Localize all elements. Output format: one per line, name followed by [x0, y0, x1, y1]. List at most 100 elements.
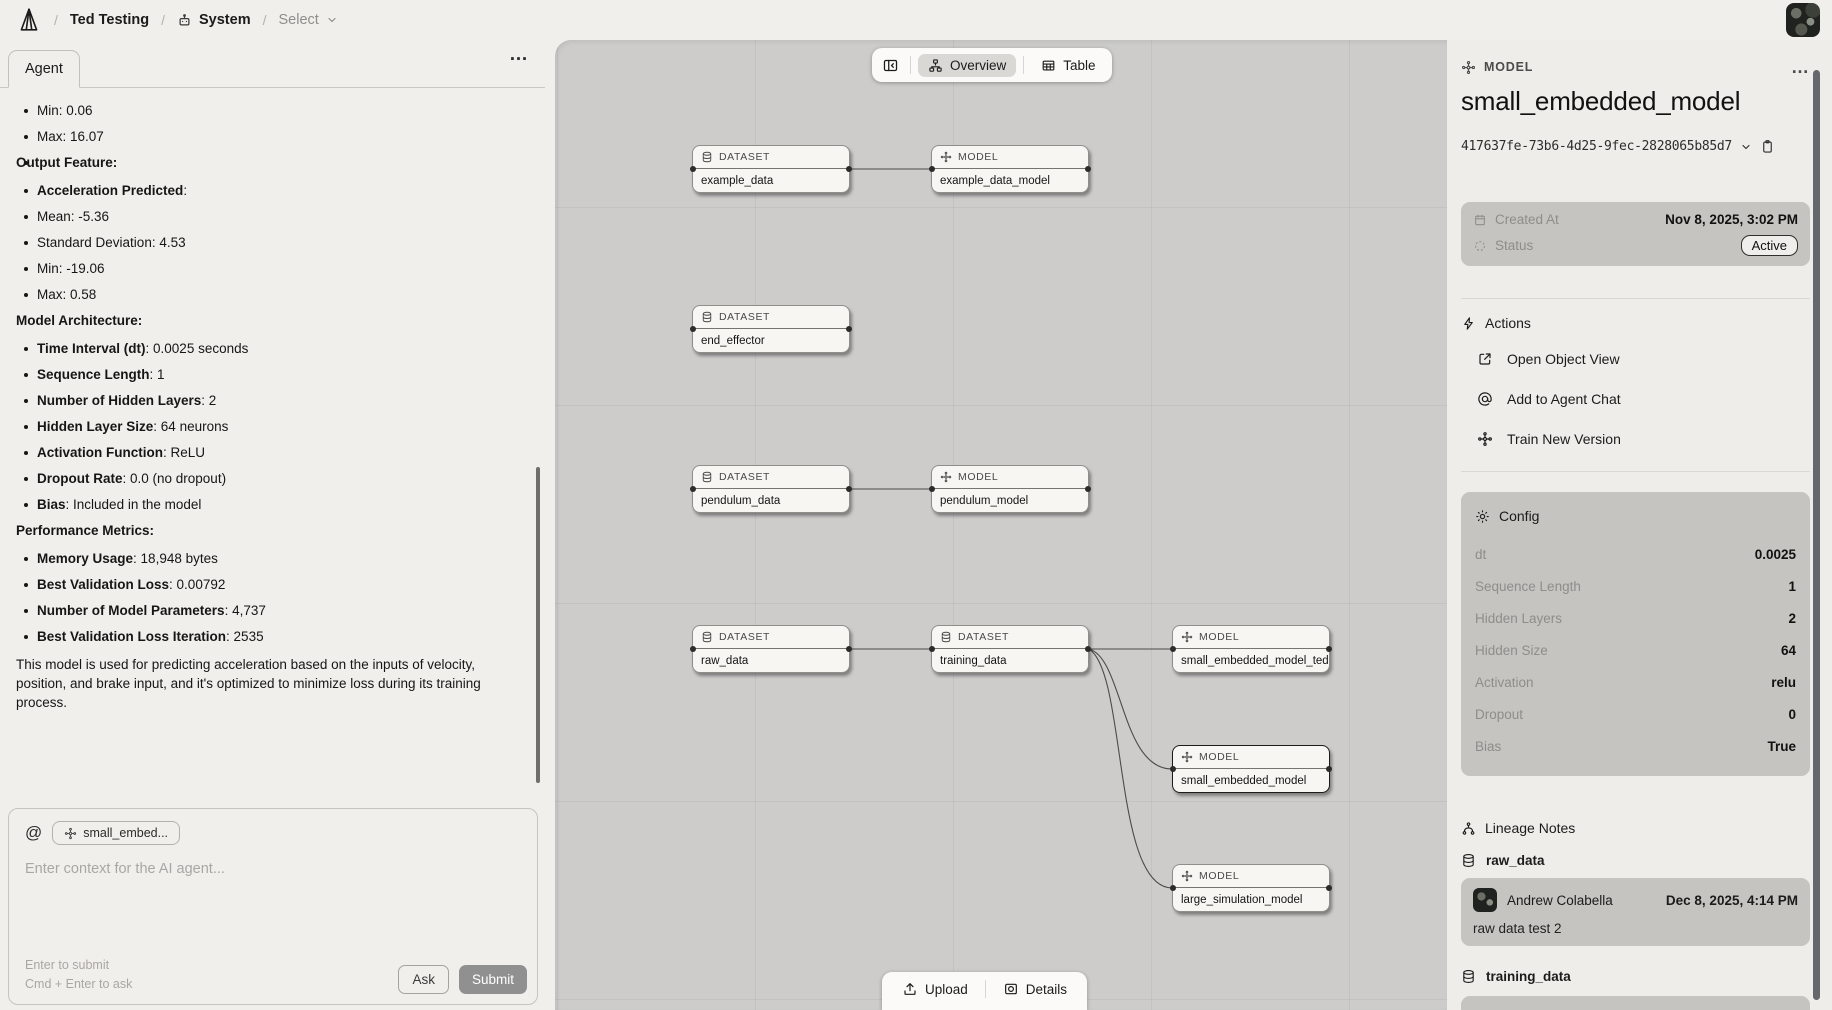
agent-text-item: Min: -19.06 — [16, 261, 519, 277]
model-icon — [1181, 631, 1193, 643]
action-train-new-version[interactable]: Train New Version — [1461, 419, 1810, 459]
agent-text-item: Bias: Included in the model — [16, 497, 519, 513]
graph-node[interactable]: MODEL small_embedded_model_ted — [1170, 625, 1332, 673]
object-meta-card: Created At Nov 8, 2025, 3:02 PM Status A… — [1461, 202, 1810, 266]
node-name-label: pendulum_data — [701, 494, 781, 507]
panel-collapse-icon — [883, 59, 898, 71]
action-open-object-view[interactable]: Open Object View — [1461, 339, 1810, 379]
breadcrumb-separator: / — [161, 12, 165, 28]
lineage-dataset-raw-data[interactable]: raw_data — [1461, 850, 1810, 870]
breadcrumb-workspace[interactable]: Ted Testing — [69, 12, 150, 28]
node-type-header: MODEL — [1173, 626, 1329, 649]
model-icon — [65, 827, 77, 839]
database-icon — [702, 631, 712, 643]
agent-text-item: Acceleration Predicted: — [16, 183, 519, 199]
graph-node[interactable]: DATASET example_data — [690, 145, 852, 193]
database-icon — [941, 631, 951, 643]
agent-panel: Agent … Min: 0.06 Max: 16.07 Output Feat… — [0, 40, 545, 1010]
node-type-label: MODEL — [958, 471, 999, 483]
gear-icon — [1476, 509, 1489, 523]
node-type-label: DATASET — [719, 311, 771, 323]
graph-nodes-layer: DATASET example_data MODEL example_data_… — [555, 40, 1447, 1010]
agent-text-item: Max: 0.58 — [16, 287, 519, 303]
config-row: Hidden Layers 2 — [1475, 610, 1796, 626]
database-icon — [1463, 969, 1474, 983]
agent-text-item: Number of Hidden Layers: 2 — [16, 393, 519, 409]
lineage-dataset-training-data[interactable]: training_data — [1461, 966, 1810, 986]
detail-panel-scrollbar[interactable] — [1813, 70, 1820, 1000]
created-at-value: Nov 8, 2025, 3:02 PM — [1665, 212, 1798, 227]
graph-node[interactable]: MODEL small_embedded_model — [1170, 745, 1332, 793]
node-name-label: pendulum_model — [940, 494, 1029, 507]
agent-panel-scrollbar[interactable] — [536, 467, 540, 783]
graph-node[interactable]: MODEL large_simulation_model — [1170, 864, 1332, 912]
collapse-panel-button[interactable] — [878, 54, 903, 77]
node-name-label: small_embedded_model — [1181, 774, 1307, 787]
node-type-header: DATASET — [693, 466, 849, 489]
submit-button[interactable]: Submit — [458, 965, 527, 994]
lineage-notes-section-title: Lineage Notes — [1485, 820, 1576, 836]
config-row: Sequence Length 1 — [1475, 578, 1796, 594]
agent-panel-menu-button[interactable]: … — [509, 44, 529, 65]
node-type-header: MODEL — [1173, 865, 1329, 888]
agent-context-input[interactable] — [19, 855, 527, 941]
agent-text-item: Best Validation Loss Iteration: 2535 — [16, 629, 519, 645]
ask-button[interactable]: Ask — [398, 965, 449, 994]
agent-text-item: Model Architecture: — [16, 313, 143, 328]
node-type-label: MODEL — [958, 151, 999, 163]
lineage-hierarchy-icon — [1462, 821, 1475, 835]
chevron-down-icon[interactable] — [1740, 141, 1752, 153]
agent-chat-input-card: @ small_embed... Enter to submit Cmd + E… — [8, 808, 538, 1005]
lightning-icon — [1464, 316, 1473, 330]
node-type-header: DATASET — [693, 146, 849, 169]
agent-text-item: Performance Metrics: — [16, 523, 155, 538]
graph-node[interactable]: DATASET raw_data — [690, 625, 852, 673]
breadcrumb-select-dropdown[interactable]: Select — [278, 12, 337, 28]
node-type-label: MODEL — [1199, 631, 1240, 643]
node-name-label: raw_data — [701, 654, 749, 667]
node-name-label: example_data — [701, 174, 774, 187]
node-name-label: large_simulation_model — [1181, 893, 1303, 906]
upload-button[interactable]: Upload — [892, 977, 978, 1001]
calendar-icon — [1475, 214, 1485, 225]
tab-table[interactable]: Table — [1031, 54, 1105, 77]
graph-node[interactable]: DATASET end_effector — [690, 305, 852, 353]
top-bar: / Ted Testing / System / Select — [0, 0, 1832, 40]
agent-text-item: Dropout Rate: 0.0 (no dropout) — [16, 471, 519, 487]
config-row: Activation relu — [1475, 674, 1796, 690]
details-button[interactable]: Details — [993, 977, 1077, 1001]
agent-text-item: Memory Usage: 18,948 bytes — [16, 551, 519, 567]
tab-agent[interactable]: Agent — [8, 50, 80, 88]
model-icon — [1181, 870, 1193, 882]
graph-node[interactable]: DATASET training_data — [929, 625, 1091, 673]
detail-panel-menu-button[interactable]: … — [1791, 56, 1810, 77]
chevron-down-icon — [328, 17, 336, 23]
app-logo[interactable] — [16, 7, 42, 33]
database-icon — [702, 151, 712, 163]
user-avatar[interactable] — [1786, 3, 1820, 37]
node-type-header: DATASET — [693, 306, 849, 329]
action-add-to-agent-chat[interactable]: Add to Agent Chat — [1461, 379, 1810, 419]
copy-icon[interactable] — [1760, 139, 1775, 154]
graph-node[interactable]: MODEL example_data_model — [929, 145, 1091, 193]
note-text: raw data test 2 — [1473, 921, 1562, 936]
mention-icon[interactable]: @ — [25, 823, 43, 842]
node-type-label: DATASET — [719, 151, 771, 163]
canvas-top-toolbar: Overview Table — [872, 48, 1112, 82]
config-row: Bias True — [1475, 738, 1796, 754]
tab-overview[interactable]: Overview — [918, 53, 1017, 77]
node-type-header: MODEL — [932, 466, 1088, 489]
context-chip-small-embedded-model[interactable]: small_embed... — [52, 821, 181, 845]
lineage-graph-canvas[interactable]: DATASET example_data MODEL example_data_… — [555, 40, 1447, 1010]
database-icon — [702, 311, 712, 323]
graph-node[interactable]: MODEL pendulum_model — [929, 465, 1091, 513]
external-link-icon — [1479, 353, 1491, 365]
database-icon — [702, 471, 712, 483]
object-type-label: MODEL — [1484, 60, 1534, 74]
node-name-label: example_data_model — [940, 174, 1050, 187]
breadcrumb-system[interactable]: System — [177, 12, 251, 28]
graph-node[interactable]: DATASET pendulum_data — [690, 465, 852, 513]
object-detail-panel: MODEL … small_embedded_model 417637fe-73… — [1447, 40, 1832, 1010]
database-icon — [1463, 853, 1474, 867]
agent-text-item: Standard Deviation: 4.53 — [16, 235, 519, 251]
